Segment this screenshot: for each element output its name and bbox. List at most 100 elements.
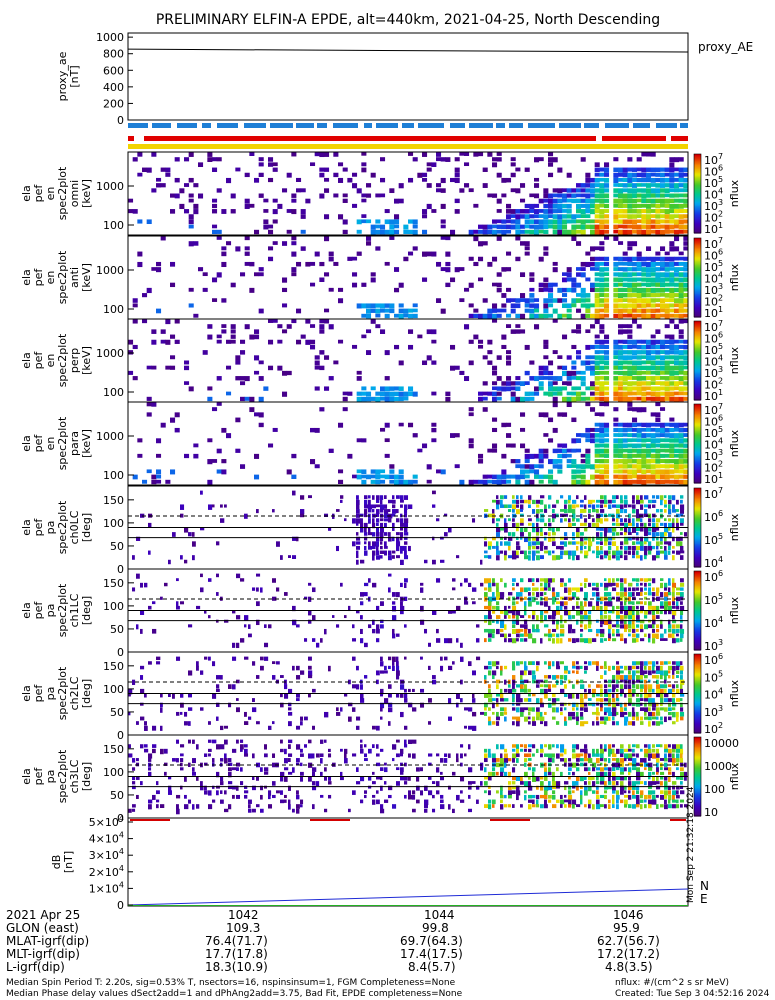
energy-spectrogram-cell — [580, 267, 586, 272]
energy-spectrogram-cell — [398, 422, 404, 427]
pitch-angle-cell — [324, 711, 329, 718]
pitch-angle-cell — [380, 518, 384, 522]
pitch-colorbar-cell — [694, 628, 701, 631]
energy-spectrogram-cell — [683, 360, 689, 366]
energy-spectrogram-cell — [170, 261, 176, 267]
energy-spectrogram-cell — [366, 303, 372, 309]
pitch-angle-cell — [568, 504, 572, 510]
energy-spectrogram-cell — [459, 298, 465, 303]
energy-spectrogram-cell — [604, 334, 610, 340]
energy-spectrogram-cell — [216, 236, 222, 240]
energy-spectrogram-cell — [506, 267, 512, 272]
energy-spectrogram-cell — [268, 177, 274, 183]
pitch-angle-cell — [168, 790, 172, 795]
pitch-angle-cell — [656, 624, 660, 629]
energy-spectrogram-cell — [543, 298, 549, 304]
pitch-angle-cell — [404, 725, 408, 730]
energy-colorbar-cell — [694, 327, 701, 330]
energy-colorbar-cell — [694, 342, 701, 344]
pitch-angle-cell — [220, 518, 225, 523]
pitch-angle-cell — [216, 592, 219, 596]
energy-spectrogram-cell — [646, 152, 652, 157]
energy-spectrogram-cell — [604, 381, 610, 385]
energy-spectrogram-cell — [613, 381, 619, 386]
pitch-angle-cell — [176, 758, 179, 763]
energy-spectrogram-cell — [655, 417, 661, 423]
pitch-angle-cell — [624, 499, 628, 506]
pitch-angle-cell — [560, 601, 564, 607]
energy-spectrogram-cell — [398, 308, 404, 314]
energy-spectrogram-cell — [655, 396, 661, 402]
pitch-angle-cell — [524, 679, 529, 683]
pitch-angle-cell — [528, 578, 532, 583]
pitch-angle-cell — [656, 665, 660, 671]
pitch-angle-cell — [656, 628, 660, 633]
pitch-angle-cell — [336, 509, 340, 512]
pitch-angle-cell — [572, 550, 577, 556]
energy-spectrogram-cell — [538, 459, 544, 464]
energy-spectrogram-cell — [627, 334, 633, 339]
energy-colorbar-cell — [694, 359, 701, 362]
pitch-angle-cell — [596, 532, 600, 537]
pitch-angle-cell — [380, 499, 383, 505]
energy-spectrogram-cell — [613, 355, 619, 360]
energy-spectrogram-cell — [618, 422, 624, 427]
energy-spectrogram-cell — [683, 448, 689, 454]
pitch-angle-cell — [660, 592, 664, 598]
energy-spectrogram-cell — [328, 324, 334, 330]
energy-spectrogram-cell — [669, 162, 675, 168]
pitch-angle-cell — [496, 601, 500, 606]
pitch-angle-cell — [664, 592, 669, 598]
energy-spectrogram-cell — [576, 329, 582, 334]
energy-spectrogram-cell — [571, 214, 577, 220]
energy-spectrogram-cell — [664, 282, 670, 287]
pitch-angle-cell — [544, 624, 549, 628]
pitch-angle-cell — [636, 536, 640, 541]
pitch-angle-cell — [544, 550, 549, 554]
pitch-angle-cell — [172, 532, 176, 537]
energy-spectrogram-cell — [674, 376, 680, 381]
pitch-colorbar-cell — [694, 706, 701, 709]
pitch-angle-cell — [136, 776, 140, 780]
pitch-angle-cell — [668, 495, 672, 500]
energy-ylabel-line: [keV] — [80, 346, 93, 375]
pitch-angle-cell — [640, 527, 644, 532]
energy-spectrogram-cell — [520, 224, 526, 229]
pitch-angle-cell — [644, 707, 649, 713]
energy-spectrogram-cell — [552, 381, 558, 385]
pitch-angle-cell — [580, 698, 584, 704]
pitch-angle-cell — [644, 587, 648, 591]
pitch-angle-cell — [396, 675, 400, 680]
energy-spectrogram-cell — [622, 177, 628, 182]
pitch-angle-cell — [180, 762, 183, 767]
pitch-angle-cell — [644, 610, 648, 615]
energy-spectrogram-cell — [576, 293, 582, 297]
pitch-angle-cell — [392, 522, 395, 528]
energy-spectrogram-cell — [650, 298, 656, 303]
energy-spectrogram-cell — [678, 183, 684, 188]
energy-spectrogram-cell — [552, 224, 558, 230]
energy-spectrogram-cell — [310, 459, 316, 465]
energy-spectrogram-cell — [641, 350, 647, 355]
energy-spectrogram-cell — [678, 256, 684, 261]
energy-spectrogram-cell — [361, 334, 367, 339]
pitch-angle-cell — [644, 688, 648, 693]
pitch-angle-cell — [608, 665, 611, 672]
energy-spectrogram-cell — [548, 381, 554, 387]
pitch-angle-cell — [680, 661, 683, 666]
energy-spectrogram-cell — [548, 198, 554, 204]
energy-spectrogram-cell — [641, 219, 647, 224]
pitch-angle-cell — [592, 721, 595, 726]
pitch-angle-cell — [384, 509, 389, 515]
energy-spectrogram-cell — [249, 407, 255, 413]
energy-spectrogram-cell — [548, 469, 554, 474]
pitch-ylabel-line: ch1LC — [68, 593, 81, 627]
pitch-angle-cell — [612, 711, 617, 717]
energy-spectrogram-cell — [202, 350, 208, 355]
energy-spectrogram-cell — [426, 167, 432, 172]
pitch-angle-cell — [488, 707, 491, 711]
pitch-angle-cell — [660, 716, 663, 721]
energy-spectrogram-cell — [599, 214, 605, 219]
energy-spectrogram-cell — [678, 365, 684, 371]
pitch-angle-cell — [568, 550, 572, 556]
